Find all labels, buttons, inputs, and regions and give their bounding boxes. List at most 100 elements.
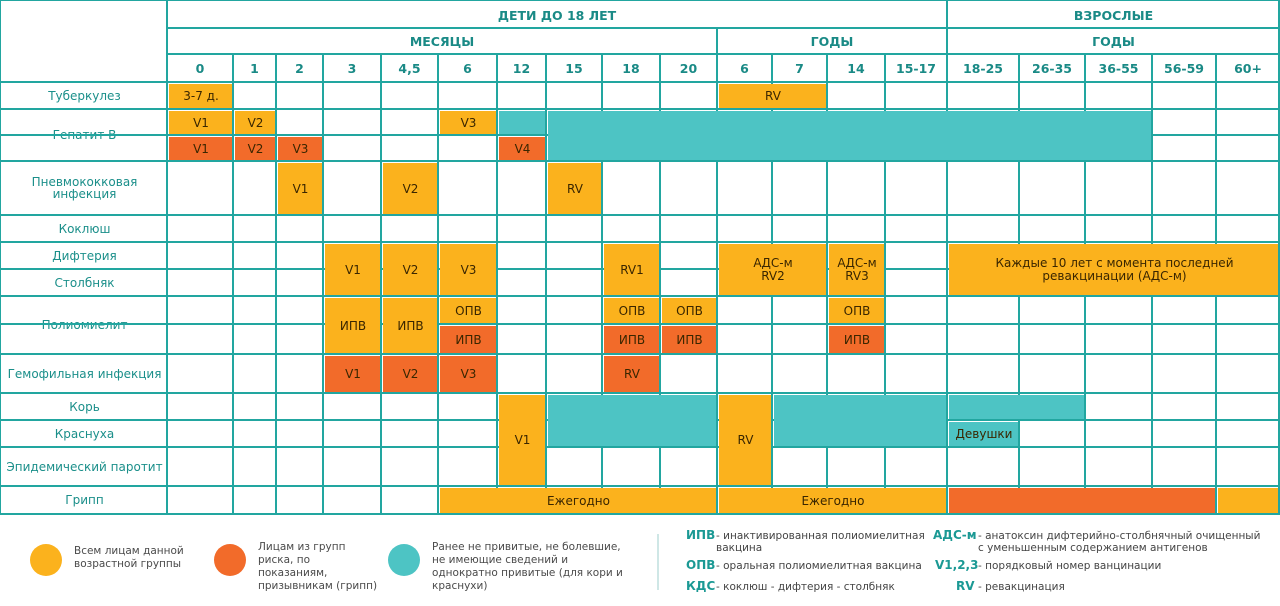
vaccination-block: АДС-м RV2: [719, 244, 827, 296]
disease-label: Туберкулез: [48, 88, 121, 103]
vaccination-block: 3-7 д.: [169, 84, 233, 109]
vaccination-block: [548, 395, 717, 447]
grid-line: [496, 54, 498, 488]
grid-line: [0, 295, 1280, 297]
grid-line: [380, 54, 382, 514]
grid-line: [884, 54, 886, 111]
disease-label: Гемофильная инфекция: [7, 366, 162, 381]
vaccination-schedule-table: ДЕТИ ДО 18 ЛЕТ ВЗРОСЛЫЕ МЕСЯЦЫ ГОДЫ ГОДЫ…: [0, 0, 1280, 515]
grid-line: [437, 54, 439, 514]
header-adults: ВЗРОСЛЫЕ: [1073, 7, 1154, 23]
grid-line: [1151, 54, 1153, 244]
grid-line: [1215, 54, 1217, 244]
age-header: 18: [622, 60, 640, 76]
grid-line: [771, 446, 1280, 448]
abbr-opv: ОПВ: [686, 558, 716, 572]
grid-line: [0, 323, 325, 325]
grid-line: [1018, 54, 1020, 111]
vaccination-block: ИПВ: [604, 326, 660, 354]
vaccination-block: [548, 111, 1152, 161]
grid-line: [496, 268, 604, 270]
vaccination-block: ОПВ: [829, 298, 885, 324]
grid-line: [437, 323, 1280, 325]
grid-line: [545, 446, 719, 448]
vaccination-block: V3: [440, 111, 497, 135]
grid-line: [545, 513, 547, 514]
grid-line: [0, 485, 1280, 487]
vaccination-block: V2: [235, 111, 276, 135]
grid-line: [659, 446, 661, 488]
legend-orange-dot: [30, 544, 62, 576]
grid-line: [826, 446, 828, 488]
grid-line: [946, 160, 948, 514]
vaccination-block: ИПВ: [829, 326, 885, 354]
abbr-kds: КДС: [686, 579, 716, 593]
age-header: 2: [295, 60, 304, 76]
grid-line: [0, 81, 1280, 83]
vaccination-block: V3: [440, 244, 497, 296]
disease-label: Столбняк: [54, 275, 115, 290]
vaccination-block: RV1: [604, 244, 660, 296]
vaccination-block: [949, 395, 1085, 420]
age-header: 0: [195, 60, 205, 76]
vaccination-block: V1: [169, 137, 233, 161]
vaccination-block: Девушки: [949, 422, 1019, 447]
age-header: 7: [795, 60, 804, 76]
vaccination-block: V2: [383, 356, 438, 393]
grid-line: [1018, 160, 1020, 244]
grid-line: [0, 0, 1, 514]
abbr-kds-text: - коклюш - дифтерия - столбняк: [716, 581, 895, 593]
grid-line: [601, 513, 603, 514]
vaccination-block: V1: [325, 356, 381, 393]
vaccination-block: V1: [169, 111, 233, 135]
grid-line: [716, 160, 718, 514]
grid-line: [659, 513, 661, 514]
grid-line: [0, 268, 325, 270]
grid-line: [826, 513, 828, 514]
grid-line: [0, 108, 1280, 110]
age-header: 56-59: [1164, 60, 1204, 76]
grid-line: [167, 27, 1280, 29]
grid-line: [232, 54, 234, 514]
vaccination-block: ОПВ: [604, 298, 660, 324]
grid-line: [826, 54, 828, 111]
vaccination-block: ОПВ: [662, 298, 717, 324]
vaccination-block: RV: [719, 395, 772, 486]
abbr-ipv-text: - инактивированная полиомиелитная вакцин…: [716, 530, 925, 554]
grid-line: [166, 0, 168, 514]
vaccination-block: V3: [440, 356, 497, 393]
grid-line: [1151, 513, 1153, 514]
grid-line: [0, 134, 548, 136]
vaccination-block: [1218, 488, 1280, 514]
grid-line: [1215, 295, 1217, 514]
grid-line: [601, 446, 603, 488]
disease-label: Пневмококковая инфекция: [31, 175, 138, 201]
abbr-v123: V1,2,3: [935, 558, 979, 572]
grid-line: [1278, 0, 1280, 514]
grid-line: [946, 419, 1280, 421]
grid-line: [771, 513, 773, 514]
grid-line: [601, 54, 603, 111]
grid-line: [771, 295, 773, 488]
age-header: 14: [847, 60, 865, 76]
legend: Всем лицам данной возрастной группы Лица…: [0, 516, 1280, 606]
grid-line: [0, 513, 1280, 515]
grid-line: [1018, 419, 1020, 488]
grid-line: [659, 160, 661, 395]
disease-label: Грипп: [65, 493, 104, 507]
abbr-opv-text: - оральная полиомиелитная вакцина: [716, 560, 922, 572]
grid-line: [275, 54, 277, 514]
disease-label: Коклюш: [58, 221, 111, 236]
grid-line: [771, 54, 773, 84]
vaccination-block: V4: [499, 137, 546, 161]
grid-line: [601, 160, 603, 395]
abbr-rv: RV: [956, 579, 975, 593]
vaccination-block: [499, 111, 546, 135]
grid-line: [0, 160, 1280, 162]
legend-not-vaccinated-text: Ранее не привитые, не болевшие, не имеющ…: [432, 541, 623, 592]
grid-line: [659, 54, 661, 111]
grid-line: [0, 419, 499, 421]
age-header: 6: [740, 60, 749, 76]
age-header: 60+: [1234, 60, 1262, 76]
abbr-ads-text: - анатоксин дифтерийно-столбнячный очище…: [978, 530, 1261, 554]
